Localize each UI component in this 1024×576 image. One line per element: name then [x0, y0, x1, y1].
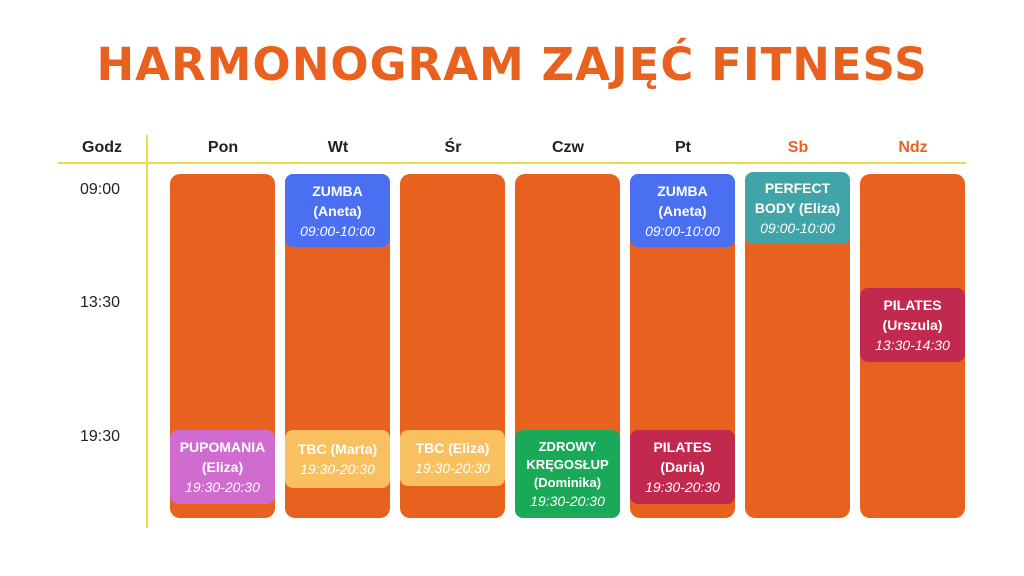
header-day-thu: Czw [552, 139, 584, 156]
event-card-tbc-tue[interactable]: TBC (Marta) 19:30-20:30 [285, 430, 390, 488]
header-day-mon: Pon [207, 139, 239, 156]
event-time: 13:30-14:30 [875, 337, 950, 353]
event-card-tbc-wed[interactable]: TBC (Eliza) 19:30-20:30 [400, 430, 505, 486]
event-name: ZUMBA (Aneta) [312, 182, 363, 219]
header-divider-line [58, 162, 966, 164]
event-card-perfect-body-sat[interactable]: PERFECT BODY (Eliza) 09:00-10:00 [745, 172, 850, 244]
event-time: 09:00-10:00 [300, 222, 375, 239]
event-name: ZUMBA (Aneta) [657, 182, 708, 219]
event-name: PILATES (Urszula) [882, 297, 943, 333]
time-label: 19:30 [79, 428, 121, 445]
event-time: 19:30-20:30 [300, 461, 375, 477]
event-name: PILATES (Daria) [653, 439, 712, 475]
event-name: PERFECT BODY (Eliza) [754, 180, 841, 216]
event-name: ZDROWY KRĘGOSŁUP (Dominika) [526, 438, 609, 490]
event-card-pilates-fri[interactable]: PILATES (Daria) 19:30-20:30 [630, 430, 735, 504]
event-time: 09:00-10:00 [760, 220, 835, 236]
page-title: HARMONOGRAM ZAJĘĆ FITNESS [96, 38, 928, 91]
event-time: 19:30-20:30 [530, 492, 605, 509]
event-name: TBC (Marta) [297, 441, 378, 457]
header-day-sun: Ndz [898, 139, 928, 156]
event-time: 09:00-10:00 [645, 222, 720, 239]
event-time: 19:30-20:30 [185, 479, 260, 495]
header-hours: Godz [82, 139, 122, 156]
event-name: PUPOMANIA (Eliza) [179, 439, 266, 475]
event-card-pupomania-mon[interactable]: PUPOMANIA (Eliza) 19:30-20:30 [170, 430, 275, 504]
header-day-tue: Wt [327, 139, 349, 156]
header-day-fri: Pt [675, 139, 691, 156]
time-label: 13:30 [79, 294, 121, 311]
event-time: 19:30-20:30 [645, 479, 720, 495]
event-time: 19:30-20:30 [415, 460, 490, 476]
header-day-sat: Sb [787, 139, 809, 156]
event-card-zumba-fri[interactable]: ZUMBA (Aneta) 09:00-10:00 [630, 174, 735, 247]
hours-divider-line [146, 135, 148, 528]
event-card-zumba-tue[interactable]: ZUMBA (Aneta) 09:00-10:00 [285, 174, 390, 247]
event-card-zdrowy-kregoslup-thu[interactable]: ZDROWY KRĘGOSŁUP (Dominika) 19:30-20:30 [515, 430, 620, 518]
event-card-pilates-sun[interactable]: PILATES (Urszula) 13:30-14:30 [860, 288, 965, 362]
time-label: 09:00 [79, 181, 121, 198]
event-name: TBC (Eliza) [415, 440, 490, 456]
header-day-wed: Śr [444, 139, 462, 156]
